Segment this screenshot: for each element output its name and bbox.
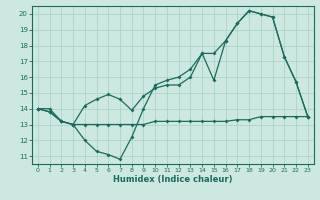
X-axis label: Humidex (Indice chaleur): Humidex (Indice chaleur) bbox=[113, 175, 233, 184]
